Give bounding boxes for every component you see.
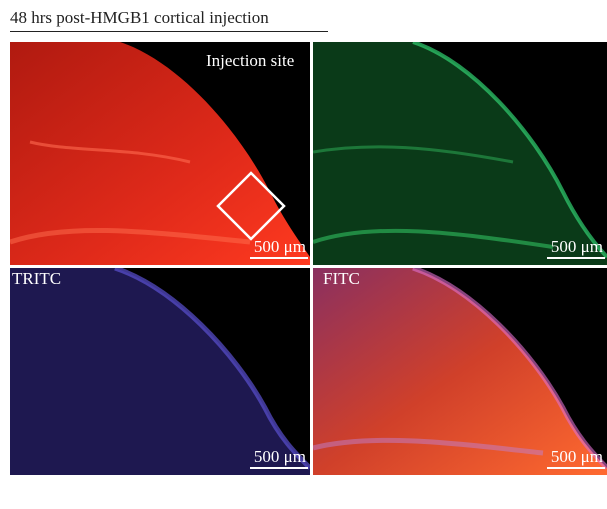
tissue-image bbox=[10, 268, 310, 475]
red-panel: Injection site 500 μm bbox=[10, 42, 310, 265]
merge-panel: FITC 500 μm bbox=[313, 268, 607, 475]
scale-bar: 500 μm bbox=[249, 237, 308, 259]
tissue-image bbox=[10, 42, 310, 265]
panel-label: FITC bbox=[323, 269, 360, 288]
figure-title: 48 hrs post-HMGB1 cortical injection bbox=[10, 8, 328, 32]
green-panel: 500 μm bbox=[313, 42, 607, 265]
tissue-image bbox=[313, 42, 607, 265]
blue-panel: TRITC 500 μm bbox=[10, 268, 310, 475]
scale-bar: 500 μm bbox=[249, 447, 308, 469]
scale-bar: 500 μm bbox=[546, 237, 605, 259]
panel-label: TRITC bbox=[12, 269, 62, 288]
scale-bar: 500 μm bbox=[546, 447, 605, 469]
tissue-image bbox=[313, 268, 607, 475]
panel-label: Injection site bbox=[206, 51, 295, 70]
